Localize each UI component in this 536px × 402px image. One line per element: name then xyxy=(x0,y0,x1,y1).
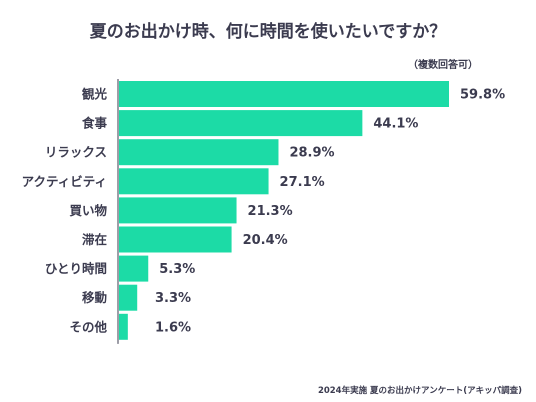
bar-0 xyxy=(119,81,449,107)
value-label: 27.1% xyxy=(280,175,325,190)
value-label: 1.6% xyxy=(155,320,191,335)
category-label: 滞在 xyxy=(82,232,107,247)
bar-5 xyxy=(119,226,232,253)
bar-2 xyxy=(119,139,279,166)
bar-8 xyxy=(119,313,128,340)
value-label: 59.8% xyxy=(460,88,505,103)
bar-7 xyxy=(119,284,138,311)
category-label: 観光 xyxy=(82,87,108,102)
value-label: 20.4% xyxy=(243,233,288,248)
category-label: リラックス xyxy=(45,145,107,160)
chart-title: 夏のお出かけ時、何に時間を使いたいですか？ xyxy=(89,22,447,42)
category-label: 買い物 xyxy=(69,203,107,218)
category-label: 移動 xyxy=(82,290,107,305)
bar-3 xyxy=(119,168,269,195)
value-label: 21.3% xyxy=(248,204,293,219)
value-label: 44.1% xyxy=(373,117,418,132)
bar-1 xyxy=(119,110,363,137)
category-label: ひとり時間 xyxy=(45,261,107,276)
category-label: アクティビティ xyxy=(22,174,107,189)
bar-6 xyxy=(119,255,149,282)
value-label: 5.3% xyxy=(159,262,195,277)
category-label: 食事 xyxy=(81,116,108,131)
survey-source-footer: 2024年実施 夏のお出かけアンケート(アキッパ調査) xyxy=(317,386,522,396)
value-label: 3.3% xyxy=(155,291,191,306)
multiple-answer-note: （複数回答可） xyxy=(408,60,478,71)
value-label: 28.9% xyxy=(289,146,334,161)
bar-4 xyxy=(119,197,237,224)
category-label: その他 xyxy=(69,319,107,334)
